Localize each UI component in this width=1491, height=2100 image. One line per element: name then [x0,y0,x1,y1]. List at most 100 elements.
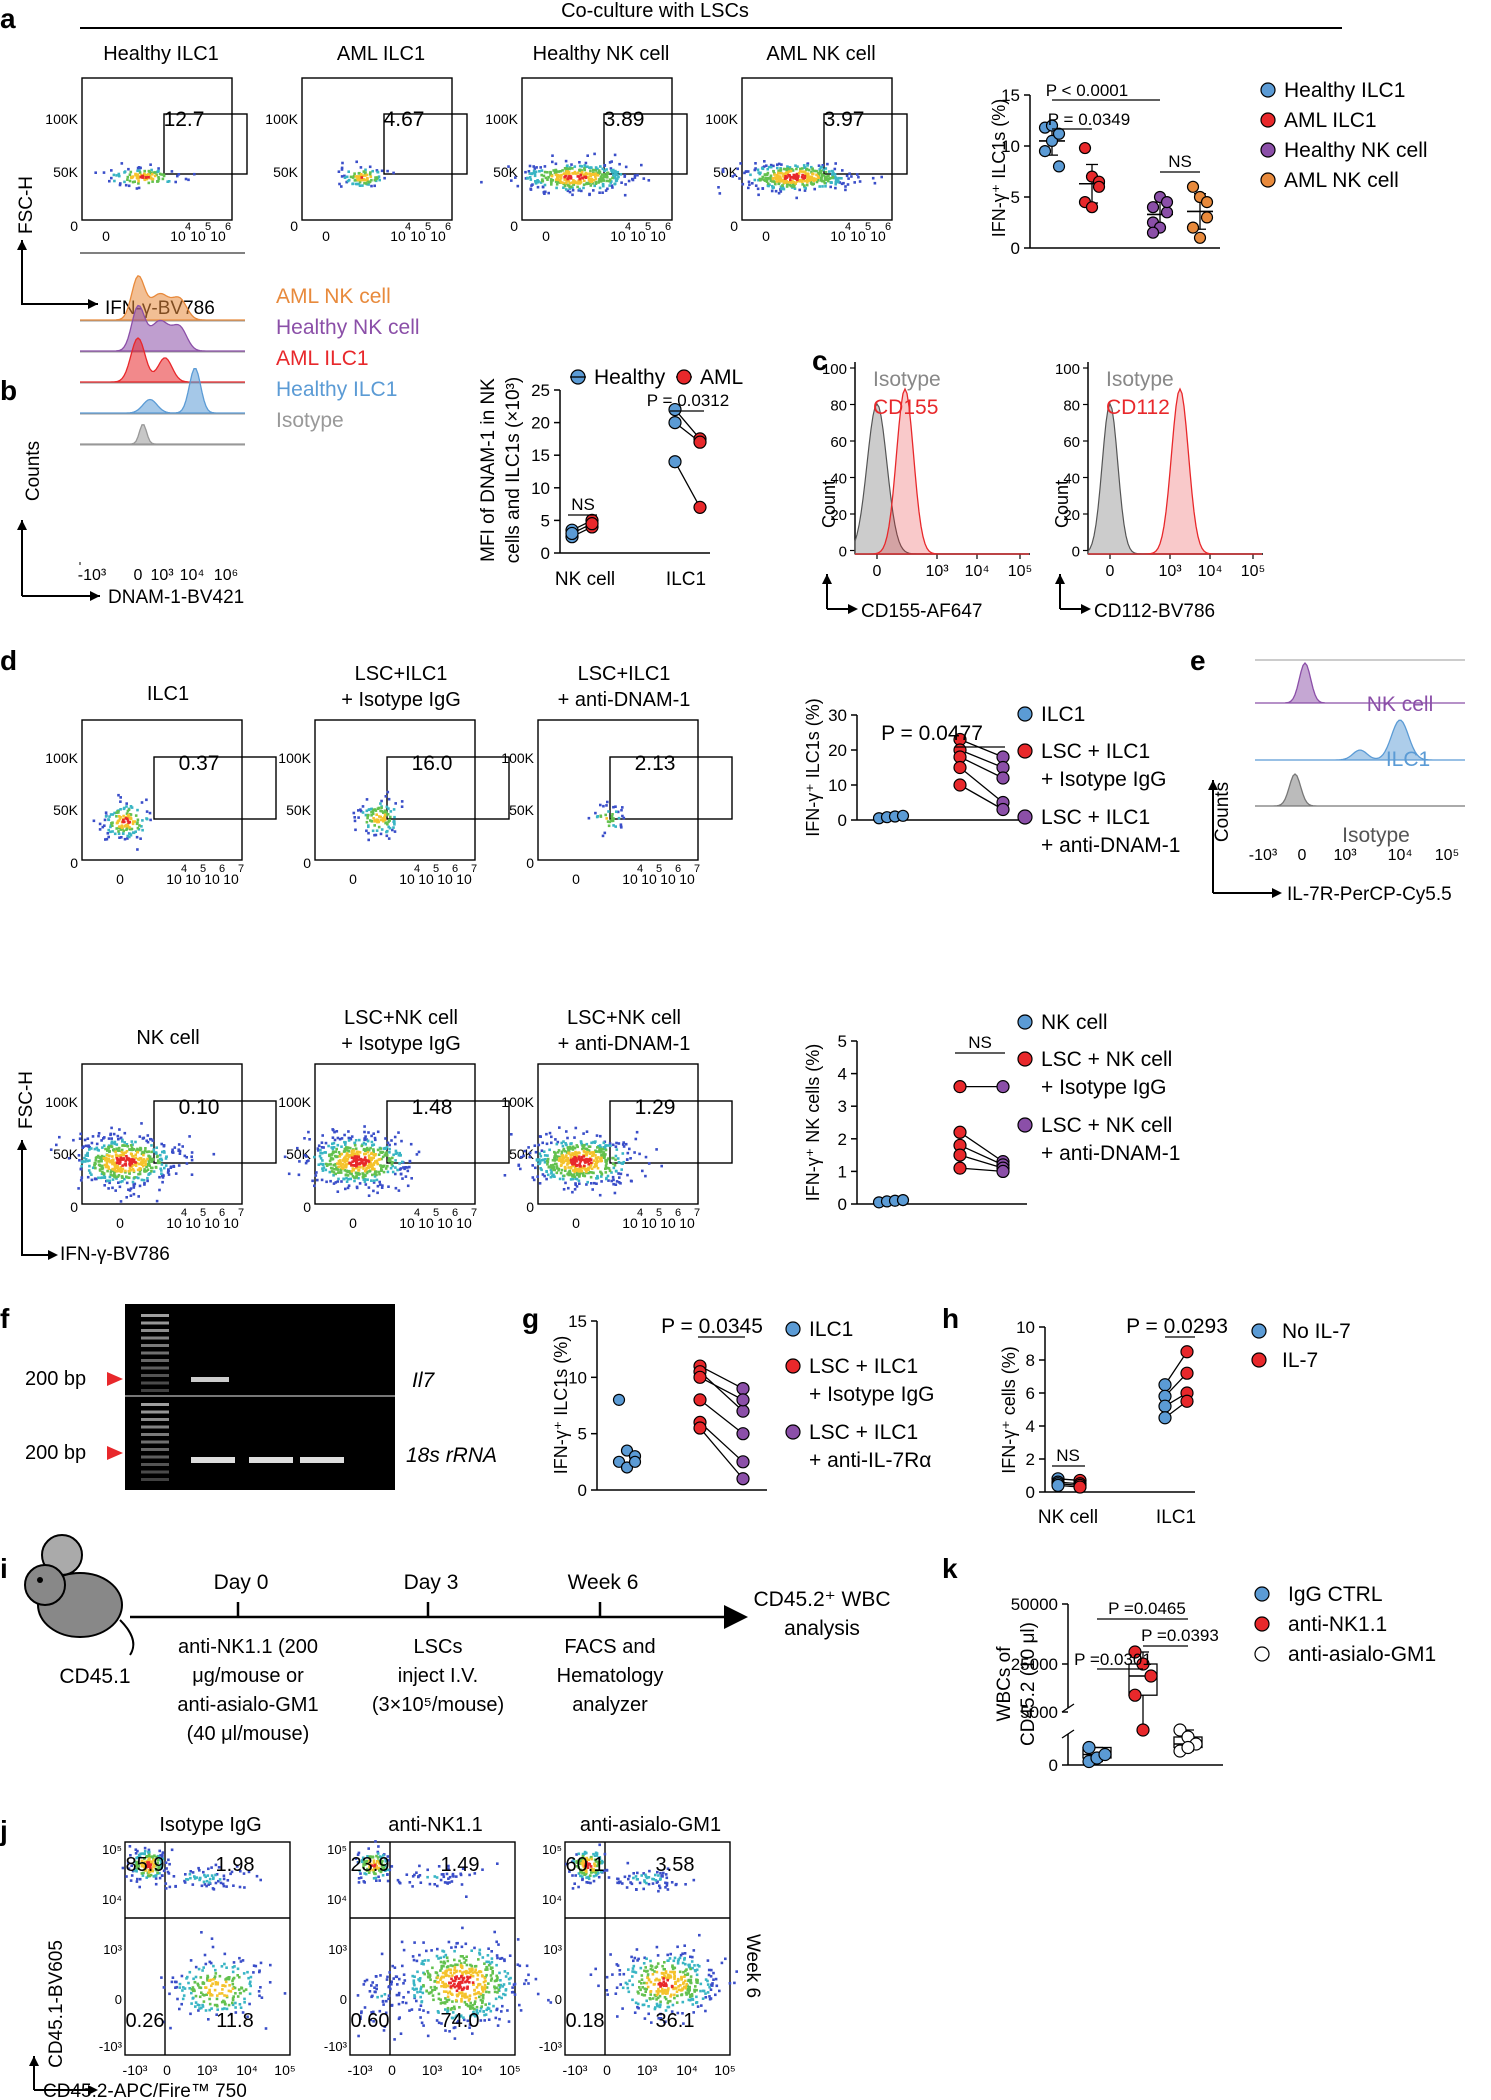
flow-event [795,196,798,200]
flow-event [584,1857,587,1860]
flow-event [411,1955,415,1958]
histogram-x-label: IL-7R-PerCP-Cy5.5 [1287,884,1452,905]
flow-event [777,171,780,175]
legend-label: Isotype [1106,368,1174,391]
flow-event [621,1143,625,1146]
flow-event [582,1857,585,1860]
flow-event [344,1147,347,1151]
flow-event [131,1155,134,1158]
flow-event [121,820,125,824]
flow-event [837,176,841,180]
flow-event [377,1153,381,1156]
flow-event [435,1876,439,1879]
flow-event [342,1166,345,1169]
flow-event [177,1149,180,1152]
flow-event [362,1983,366,1986]
timeline-label: Day 0 [214,1571,269,1594]
flow-event [764,176,767,180]
flow-event [522,1154,525,1158]
flow-event [77,1154,81,1157]
flow-event [378,815,381,818]
flow-event [287,1172,291,1176]
flow-event [374,1170,377,1173]
flow-event [761,187,764,190]
flow-event [801,183,804,186]
y-tick-label: 4 [1026,1417,1035,1436]
flow-event [167,1168,170,1171]
flow-event [562,1174,566,1178]
flow-event [127,1169,131,1173]
flow-event [349,1137,353,1141]
flow-event [803,166,806,169]
flow-event [834,186,837,190]
flow-event [212,1964,215,1968]
legend-label: NK cell [1041,1011,1108,1034]
flow-event [359,2015,362,2018]
legend-marker [1260,82,1276,98]
flow-event [193,1989,196,1993]
flow-event [228,1984,231,1987]
y-tick-label: 100K [278,750,311,766]
flow-event [367,1186,371,1189]
flow-event [614,1145,618,1148]
x-tick-label: 10 [166,871,182,887]
flow-event [192,1977,195,1981]
flow-event [778,177,781,181]
flow-event [590,1857,593,1861]
flow-event [780,163,783,166]
flow-event [362,170,366,173]
flow-event [461,1973,464,1976]
flow-event [355,1185,359,1189]
y-tick-label: 40 [1063,471,1080,488]
y-tick-label: 100K [45,111,78,127]
flow-plot-title: AML ILC1 [337,43,425,65]
flow-event [166,180,169,183]
flow-event [386,1170,390,1174]
flow-event [818,185,821,188]
data-point [1200,196,1214,209]
flow-event [338,1155,342,1158]
flow-event [238,1991,242,1995]
flow-event [567,180,571,183]
flow-event [555,1162,558,1166]
flow-event [380,1864,384,1868]
flow-event [583,1871,586,1875]
flow-event [589,174,593,178]
flow-event [627,1877,630,1881]
x-tick-label: 10 [679,1215,695,1231]
stat-label: P < 0.0001 [1046,81,1128,100]
data-point [1136,1723,1150,1737]
flow-event [367,824,370,827]
flow-event [108,1179,112,1183]
flow-event [97,1149,100,1152]
flow-event [553,1168,556,1172]
flow-event [124,183,128,187]
flow-event [482,1993,485,1997]
flow-event [165,1867,168,1870]
flow-event [105,1157,109,1160]
flow-event [627,179,631,183]
flow-event [349,1177,352,1181]
ladder-band [141,1359,169,1362]
y-tick-label: 5 [1011,188,1020,207]
y-tick-label: 0 [115,1992,122,2007]
flow-event [155,1855,158,1859]
flow-event [126,822,130,826]
flow-event [546,178,549,181]
flow-event [415,1871,418,1874]
flow-event [481,1956,485,1959]
flow-event [91,1166,95,1170]
flow-event [407,1990,410,1994]
flow-event [197,2009,200,2012]
flow-event [112,1132,116,1136]
flow-event [159,1858,162,1862]
flow-event [593,1858,597,1862]
flow-event [387,1159,390,1162]
y-tick-label: 10⁵ [327,1842,347,1857]
flow-event [342,1177,345,1181]
flow-event [334,1162,337,1166]
ladder-band [141,1351,169,1355]
flow-event [119,796,122,799]
x-tick-label: 10⁴ [1198,563,1223,580]
